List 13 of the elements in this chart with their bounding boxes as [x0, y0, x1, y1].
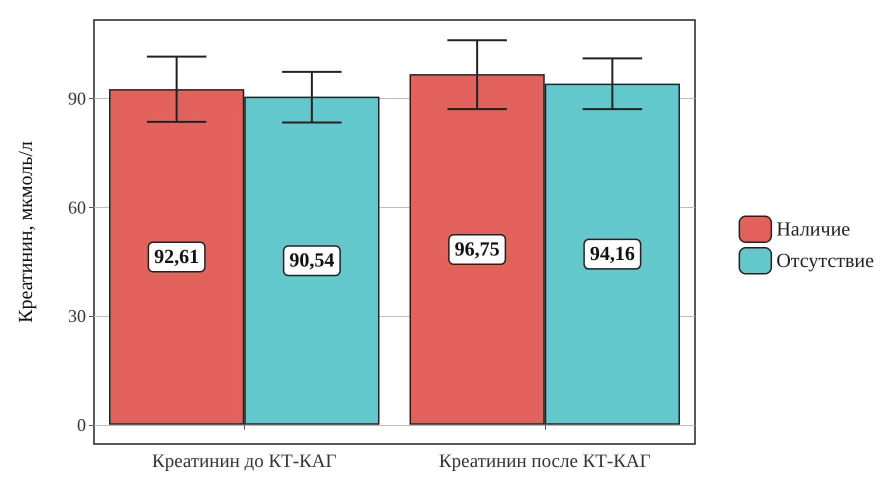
- data-label: 94,16: [590, 243, 635, 266]
- y-tick-label: 60: [68, 197, 86, 218]
- data-label: 92,61: [154, 246, 200, 268]
- x-tick-label: Креатинин после КТ-КАГ: [438, 451, 651, 472]
- legend-label: Наличие: [776, 218, 850, 240]
- y-tick-label: 30: [68, 306, 86, 326]
- data-label: 96,75: [454, 238, 500, 260]
- data-label: 90,54: [289, 250, 334, 272]
- y-axis-title: Креатинин, мкмоль/л: [15, 141, 37, 323]
- y-tick-label: 90: [68, 88, 86, 109]
- x-tick-label: Креатинин до КТ-КАГ: [152, 451, 336, 472]
- y-tick-label: 0: [77, 414, 86, 435]
- legend-label: Отсутствие: [776, 250, 874, 272]
